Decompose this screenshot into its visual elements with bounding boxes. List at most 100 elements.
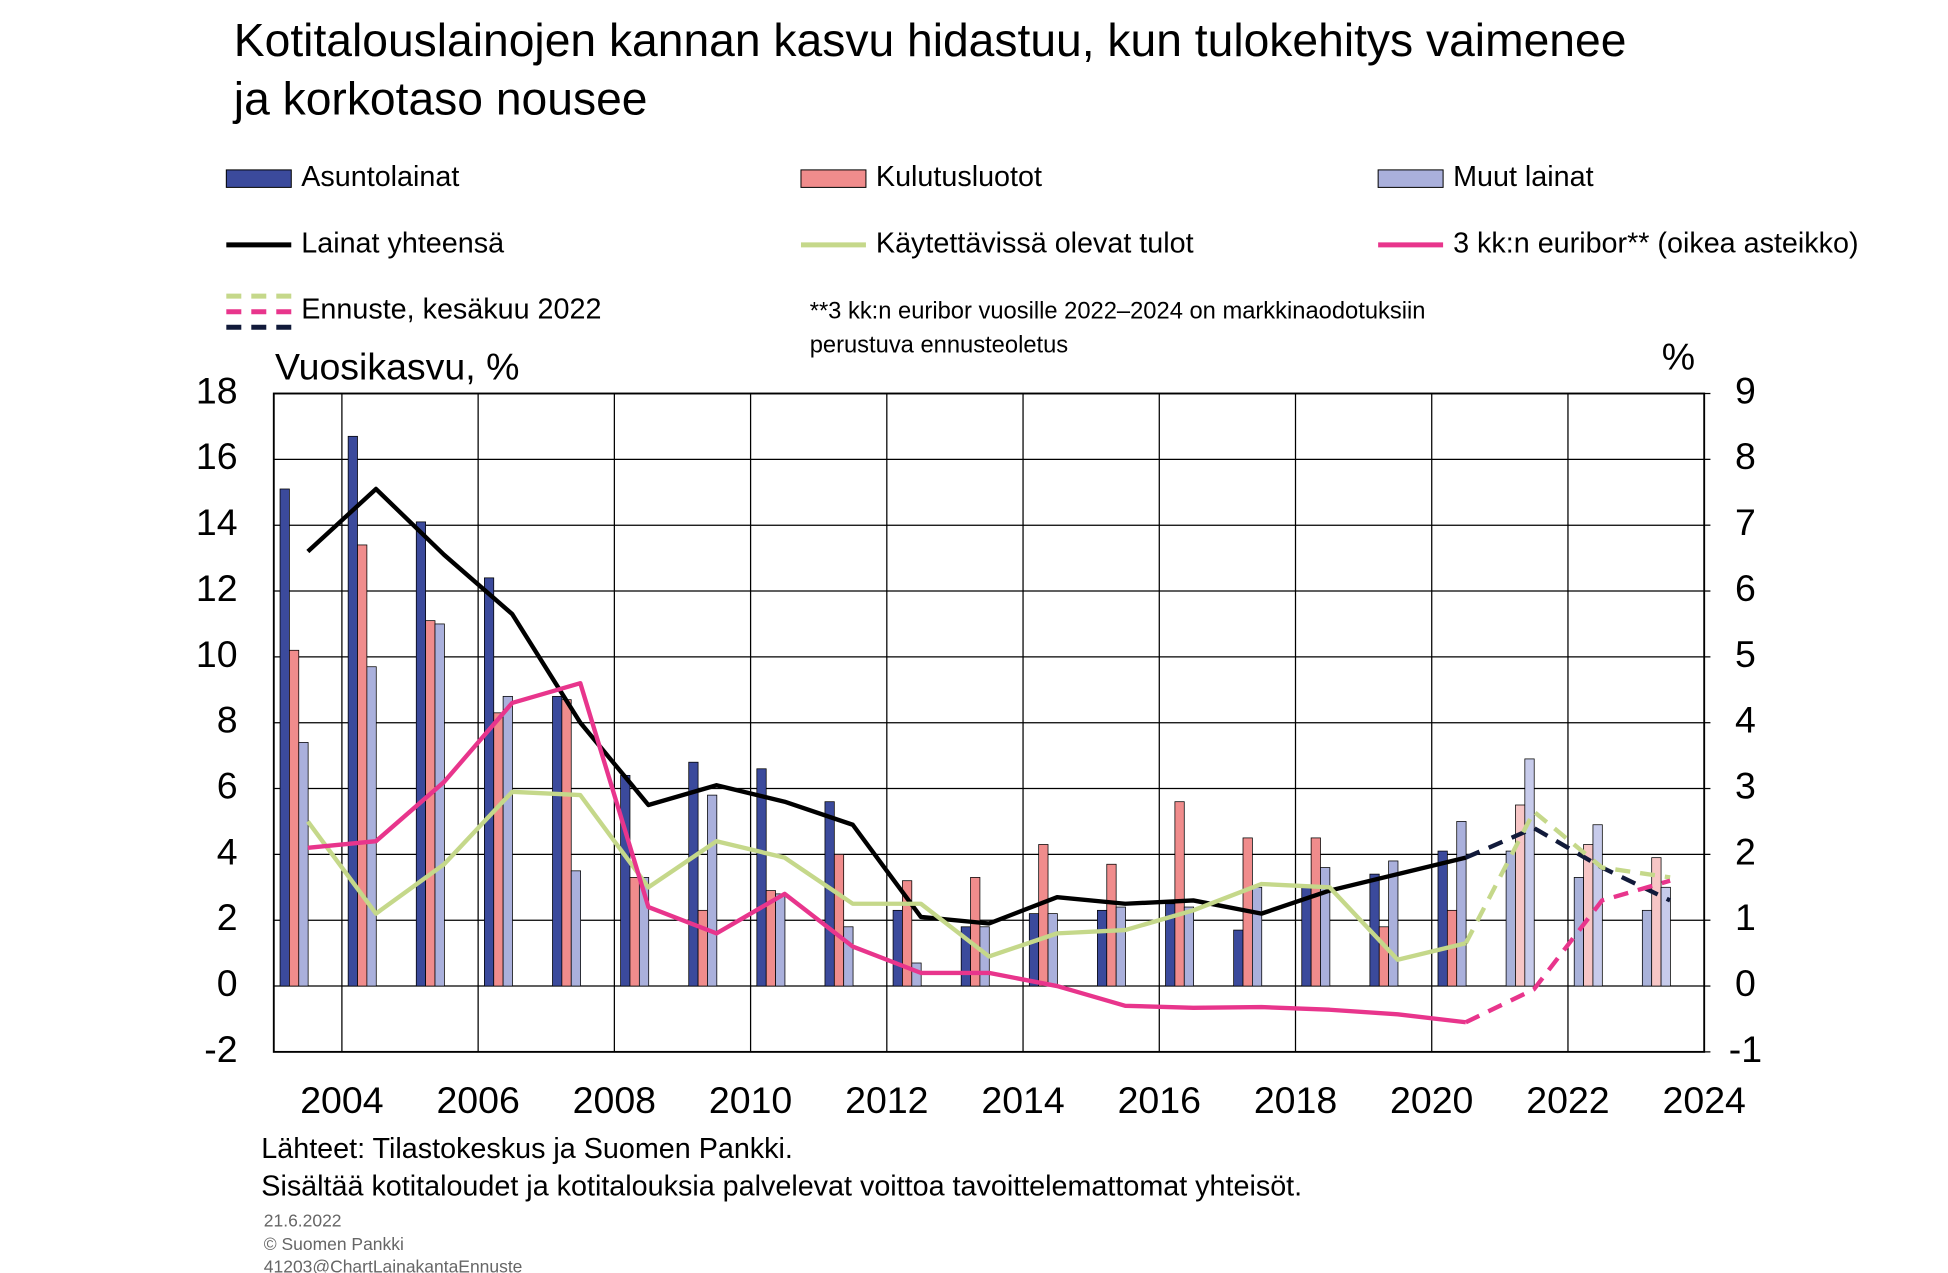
bar [484, 577, 495, 987]
footnote: **3 kk:n euribor vuosille 2022–2024 on m… [810, 299, 1426, 325]
bar [1301, 886, 1312, 987]
bar [298, 742, 309, 987]
bar [707, 794, 718, 987]
y-tick-label: 18 [196, 369, 238, 411]
bar [415, 521, 427, 987]
bar [357, 544, 368, 987]
legend-label: Kulutusluotot [876, 161, 1042, 193]
bar [1388, 860, 1399, 987]
y2-tick-label: 6 [1735, 567, 1756, 609]
plot-frame [272, 392, 1706, 1053]
footnote: perustuva ennusteoletus [810, 332, 1068, 358]
y-axis-label: Vuosikasvu, % [275, 346, 519, 388]
x-tick-label: 2012 [845, 1079, 928, 1121]
y2-tick-label: 7 [1735, 501, 1756, 543]
chart-title: Kotitalouslainojen kannan kasvu hidastuu… [234, 14, 1627, 66]
sources: Lähteet: Tilastokeskus ja Suomen Pankki. [261, 1133, 793, 1165]
date: 21.6.2022 [264, 1210, 342, 1230]
bar [688, 761, 699, 987]
bar [289, 649, 300, 987]
y2-tick-label: 5 [1735, 633, 1756, 675]
y-tick-label: -2 [204, 1028, 237, 1070]
y2-tick-label: 2 [1735, 830, 1756, 872]
bar [1028, 913, 1040, 987]
bar [1183, 906, 1195, 987]
bar [347, 435, 358, 987]
x-tick-label: 2020 [1390, 1079, 1473, 1121]
x-tick-label: 2016 [1118, 1079, 1201, 1121]
bar [1047, 913, 1058, 987]
legend-swatch [1377, 169, 1444, 188]
bar [1097, 909, 1108, 987]
line-values [307, 681, 1467, 1025]
y-tick-label: 10 [196, 633, 238, 675]
x-tick-label: 2006 [436, 1079, 519, 1121]
bar [493, 712, 504, 987]
bar [434, 623, 445, 987]
x-tick-label: 2024 [1663, 1079, 1746, 1121]
x-tick-label: 2018 [1254, 1079, 1337, 1121]
bar [1583, 844, 1594, 987]
bar [902, 880, 913, 987]
legend-swatch [225, 169, 292, 188]
bar [1378, 926, 1389, 987]
bar [1174, 801, 1185, 987]
bar [1437, 850, 1448, 987]
y2-tick-label: 4 [1735, 699, 1756, 741]
bar [1115, 906, 1126, 987]
y-tick-label: 8 [217, 699, 238, 741]
legend-swatch [800, 169, 867, 188]
chart-code: 41203@ChartLainakantaEnnuste [264, 1257, 523, 1273]
y2-tick-label: 0 [1735, 962, 1756, 1004]
line-values [306, 486, 1467, 926]
bar [1641, 909, 1653, 987]
sources: Sisältää kotitaloudet ja kotitalouksia p… [261, 1171, 1302, 1203]
bar [1106, 863, 1117, 987]
bar [638, 877, 650, 987]
bar [756, 768, 767, 987]
chart-title: ja korkotaso nousee [232, 73, 648, 125]
bar [366, 666, 377, 987]
x-tick-label: 2008 [573, 1079, 656, 1121]
bar [824, 801, 835, 987]
x-tick-label: 2022 [1526, 1079, 1609, 1121]
legend-label: Asuntolainat [301, 161, 459, 193]
y-tick-label: 6 [217, 764, 238, 806]
bar [1573, 877, 1584, 987]
line-forecast-values [1464, 878, 1671, 1025]
y-tick-label: 14 [196, 501, 238, 543]
y2-tick-label: 8 [1735, 435, 1756, 477]
bar [620, 774, 631, 987]
y2-tick-label: 1 [1735, 896, 1756, 938]
bar [570, 870, 581, 987]
bar [892, 909, 903, 987]
legend-label: Lainat yhteensä [301, 227, 504, 259]
bar [1505, 850, 1516, 987]
y2-tick-label: 9 [1735, 369, 1756, 411]
y-tick-label: 4 [217, 830, 238, 872]
y2-axis-label: % [1662, 336, 1695, 378]
bar [1456, 821, 1467, 987]
y-tick-label: 0 [217, 962, 238, 1004]
bar [970, 877, 981, 987]
legend-label: Käytettävissä olevat tulot [876, 227, 1194, 259]
legend-label: 3 kk:n euribor** (oikea asteikko) [1453, 227, 1858, 259]
copyright: © Suomen Pankki [264, 1234, 404, 1254]
bar [1038, 844, 1049, 987]
bar [1320, 867, 1331, 987]
forecast-legend-label: Ennuste, kesäkuu 2022 [301, 294, 601, 326]
legend-label: Muut lainat [1453, 161, 1594, 193]
bar [425, 620, 436, 987]
line-values [306, 789, 1467, 962]
bar [1524, 758, 1535, 987]
bar [833, 853, 845, 987]
bar [279, 488, 290, 987]
bar [1233, 929, 1244, 987]
bar [502, 695, 513, 987]
bar [775, 893, 786, 987]
y-tick-label: 16 [196, 435, 238, 477]
bar [561, 699, 572, 987]
x-tick-label: 2010 [709, 1079, 792, 1121]
bar [1660, 886, 1671, 987]
